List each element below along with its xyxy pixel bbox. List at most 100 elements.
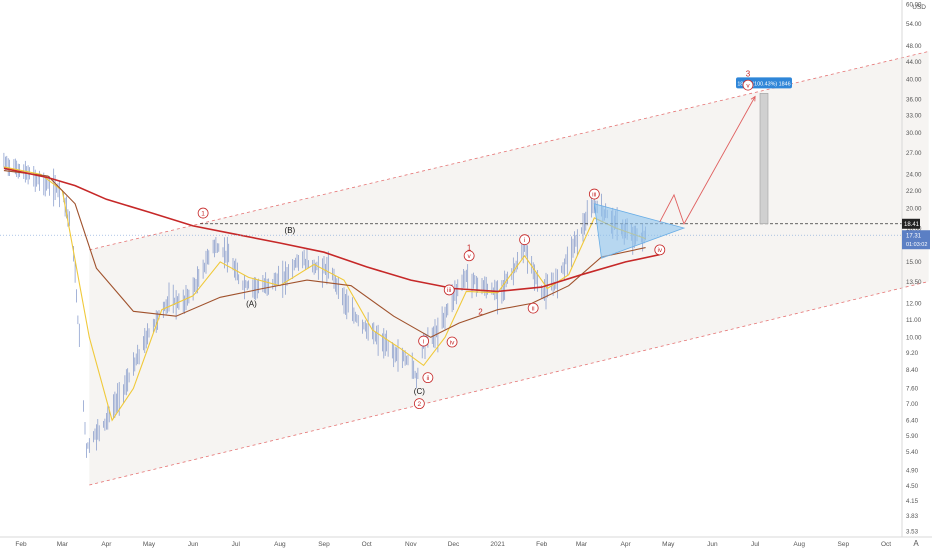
x-tick-label: Feb: [536, 541, 548, 548]
wave-label-circle: [418, 335, 430, 347]
wave-label: ii: [426, 375, 429, 382]
y-tick-label: 10.00: [906, 335, 922, 342]
wave-label: 1: [467, 244, 472, 253]
y-tick-label: 40.00: [906, 77, 922, 84]
x-tick-label: 2021: [490, 541, 505, 548]
x-tick-label: Jul: [232, 541, 241, 548]
y-tick-label: 27.00: [906, 150, 922, 157]
moving-average-line: [3, 167, 660, 293]
y-tick-label: 7.00: [906, 401, 919, 408]
y-tick-label: 7.60: [906, 386, 919, 393]
wave-label-circle: [197, 207, 209, 219]
y-tick-label: 3.53: [906, 528, 919, 535]
x-tick-label: May: [143, 541, 156, 548]
x-tick-label: Aug: [274, 541, 286, 548]
x-tick-label: Jul: [751, 541, 760, 548]
y-tick-label: 15.00: [906, 259, 922, 266]
x-tick-label: Apr: [621, 541, 632, 548]
last-price-tag: [902, 230, 930, 250]
y-tick-label: 4.50: [906, 483, 919, 490]
wave-label-circle: [519, 234, 531, 246]
wave-label: iii: [592, 191, 596, 198]
y-tick-label: 12.00: [906, 301, 922, 308]
x-tick-label: Oct: [881, 541, 891, 548]
currency-label: USD: [912, 4, 926, 11]
y-tick-label: 48.00: [906, 43, 922, 50]
wave-label-circle: [742, 79, 754, 91]
wave-label-circle: [413, 398, 425, 410]
x-tick-label: Mar: [576, 541, 588, 548]
annotations: 18.46 (100.43%) 1846: [0, 77, 902, 259]
y-tick-label: 3.83: [906, 513, 919, 520]
wave-label: 2: [418, 401, 422, 408]
y-tick-label: 33.00: [906, 113, 922, 120]
x-tick-label: Feb: [15, 541, 27, 548]
wave-label: i: [423, 338, 424, 345]
x-tick-label: Apr: [101, 541, 112, 548]
wave-label: i: [524, 237, 525, 244]
y-tick-label: 5.40: [906, 449, 919, 456]
triangle-pattern: [593, 203, 686, 259]
projection-arrowhead: [750, 95, 756, 102]
wave-label-circle: [463, 250, 475, 262]
wave-label: (C): [414, 387, 425, 396]
y-tick-label: 4.15: [906, 498, 919, 505]
level-price-tag: [902, 218, 920, 229]
y-tick-label: 24.00: [906, 172, 922, 179]
wave-label: v: [746, 82, 750, 89]
y-tick-label: 54.00: [906, 21, 922, 28]
y-tick-label: 44.00: [906, 59, 922, 66]
y-tick-label: 13.50: [906, 279, 922, 286]
x-tick-label: Nov: [405, 541, 417, 548]
wave-label: iv: [450, 339, 455, 346]
x-tick-label: Jun: [707, 541, 718, 548]
y-tick-label: 11.00: [906, 317, 922, 324]
wave-label: (B): [285, 226, 296, 235]
level-price-label: 18.41: [904, 222, 920, 228]
x-tick-label: Sep: [318, 541, 330, 548]
channel-group: [89, 51, 929, 486]
x-tick-label: May: [662, 541, 675, 548]
last-price-label: 17.31: [906, 234, 922, 240]
wave-label: 3: [746, 69, 751, 78]
wave-label-circle: [654, 244, 666, 256]
wave-label: (A): [246, 299, 257, 308]
wave-label-circle: [527, 302, 539, 314]
y-tick-label: 36.00: [906, 96, 922, 103]
y-tick-label: 22.00: [906, 188, 922, 195]
y-tick-label: 18.00: [906, 225, 922, 232]
y-tick-label: 4.90: [906, 467, 919, 474]
x-tick-label: Jun: [188, 541, 199, 548]
wave-label-circle: [443, 284, 455, 296]
wave-label-circle: [446, 336, 458, 348]
y-tick-label: 6.40: [906, 418, 919, 425]
y-tick-label: 9.20: [906, 350, 919, 357]
wave-label: iii: [447, 287, 451, 294]
wave-label: 1: [201, 210, 205, 217]
wave-label: v: [468, 253, 472, 260]
channel-fill: [89, 51, 929, 486]
y-tick-label: 5.90: [906, 433, 919, 440]
moving-average-line: [3, 166, 646, 422]
wave-label-circle: [588, 188, 600, 200]
measurement-label: 18.46 (100.43%) 1846: [737, 81, 790, 87]
x-tick-label: Mar: [57, 541, 69, 548]
y-tick-label: 8.40: [906, 367, 919, 374]
x-tick-label: Dec: [448, 541, 460, 548]
x-tick-label: Oct: [362, 541, 372, 548]
moving-average-line: [3, 170, 646, 338]
x-tick-label: Sep: [838, 541, 850, 548]
wave-label: 2: [478, 307, 483, 316]
measurement-bar: [759, 93, 769, 225]
wave-label: ii: [532, 305, 535, 312]
moving-averages: [3, 166, 660, 422]
y-tick-label: 20.00: [906, 206, 922, 213]
countdown-label: 01:03:02: [906, 242, 927, 248]
y-tick-label: 30.00: [906, 130, 922, 137]
auto-scale-button[interactable]: A: [913, 539, 919, 548]
wave-label: iv: [657, 247, 662, 254]
